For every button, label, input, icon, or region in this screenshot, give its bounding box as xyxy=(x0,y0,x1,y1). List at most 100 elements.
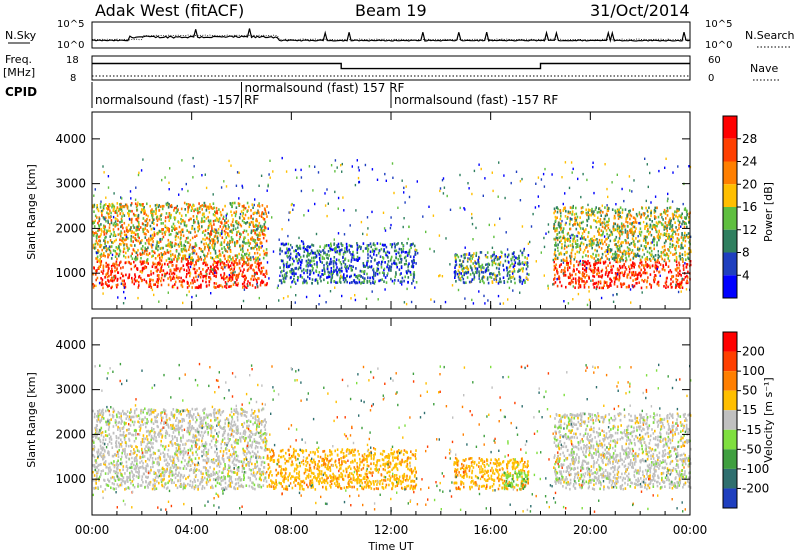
range-time-cell xyxy=(555,206,558,210)
range-time-cell xyxy=(385,179,387,182)
range-time-cell xyxy=(615,277,617,280)
range-time-cell xyxy=(628,267,631,271)
range-time-cell xyxy=(664,248,666,252)
range-time-cell xyxy=(383,227,386,230)
range-time-cell xyxy=(151,255,153,258)
range-time-cell xyxy=(590,269,593,273)
range-time-cell xyxy=(160,276,163,280)
range-time-cell xyxy=(385,253,387,257)
range-time-cell xyxy=(658,261,660,264)
range-time-cell xyxy=(645,241,647,244)
range-time-cell xyxy=(122,282,124,286)
range-time-cell xyxy=(287,255,289,259)
range-time-cell xyxy=(649,282,651,286)
range-time-cell xyxy=(180,260,183,263)
range-time-cell xyxy=(180,222,182,225)
range-time-cell xyxy=(207,215,209,219)
range-time-cell xyxy=(133,226,135,229)
range-time-cell xyxy=(239,244,241,248)
range-time-cell xyxy=(266,272,268,275)
range-time-cell xyxy=(196,207,199,210)
range-time-cell xyxy=(664,166,666,169)
range-time-cell xyxy=(378,249,381,252)
range-time-cell xyxy=(127,223,130,227)
range-time-cell xyxy=(675,260,678,263)
range-time-cell xyxy=(302,246,305,250)
range-time-cell xyxy=(116,277,119,281)
range-time-cell xyxy=(231,220,234,224)
range-time-cell xyxy=(98,217,101,221)
range-time-cell xyxy=(564,270,566,274)
range-time-cell xyxy=(344,250,347,254)
range-time-cell xyxy=(689,263,692,267)
range-time-cell xyxy=(200,273,203,276)
range-time-cell xyxy=(606,209,609,213)
range-time-cell xyxy=(670,270,673,274)
range-time-cell xyxy=(518,269,520,273)
range-time-cell xyxy=(417,252,419,255)
range-time-cell xyxy=(150,270,152,273)
range-time-cell xyxy=(677,165,679,168)
range-time-cell xyxy=(286,271,288,274)
range-time-cell xyxy=(344,277,347,280)
range-time-cell xyxy=(230,271,232,275)
range-time-cell xyxy=(235,233,238,237)
range-time-cell xyxy=(671,200,674,203)
range-time-cell xyxy=(177,254,180,258)
range-time-cell xyxy=(362,262,365,265)
range-time-cell xyxy=(243,288,246,291)
range-time-cell xyxy=(629,276,632,280)
range-time-cell xyxy=(613,258,616,261)
range-time-cell xyxy=(373,253,375,256)
range-time-cell xyxy=(341,162,343,166)
range-time-cell xyxy=(500,250,502,253)
range-time-cell xyxy=(675,274,678,277)
range-time-cell xyxy=(478,265,480,269)
range-time-cell xyxy=(136,225,139,229)
range-time-cell xyxy=(132,212,135,216)
range-time-cell xyxy=(244,213,247,217)
range-time-cell xyxy=(130,244,133,247)
range-time-cell xyxy=(683,278,685,281)
range-time-cell xyxy=(562,227,565,230)
range-time-cell xyxy=(101,209,103,213)
range-time-cell xyxy=(636,254,638,257)
range-time-cell xyxy=(411,243,413,246)
range-time-cell xyxy=(458,265,461,269)
range-time-cell xyxy=(153,283,155,286)
range-time-cell xyxy=(145,219,147,223)
range-time-cell xyxy=(672,244,675,247)
range-time-cell xyxy=(366,216,369,219)
range-time-cell xyxy=(656,241,658,244)
range-time-cell xyxy=(204,219,206,223)
range-time-cell xyxy=(272,170,274,173)
range-time-cell xyxy=(680,290,682,293)
range-time-cell xyxy=(584,238,587,241)
range-time-cell xyxy=(446,194,448,198)
range-time-cell xyxy=(260,229,263,233)
range-time-cell xyxy=(584,264,586,268)
range-time-cell xyxy=(616,293,618,296)
range-time-cell xyxy=(321,273,323,276)
range-time-cell xyxy=(116,252,118,256)
range-time-cell xyxy=(587,208,590,211)
range-time-cell xyxy=(580,277,582,280)
range-time-cell xyxy=(580,241,583,245)
range-time-cell xyxy=(556,210,559,214)
range-time-cell xyxy=(107,263,110,267)
range-time-cell xyxy=(585,211,588,215)
range-time-cell xyxy=(190,262,193,266)
range-time-cell xyxy=(193,165,195,168)
range-time-cell xyxy=(379,255,382,258)
range-time-cell xyxy=(205,242,207,245)
range-time-cell xyxy=(249,223,251,226)
range-time-cell xyxy=(213,285,215,289)
range-time-cell xyxy=(239,232,241,235)
range-time-cell xyxy=(497,263,499,266)
range-time-cell xyxy=(198,202,200,205)
colorbar-swatch xyxy=(723,252,737,276)
range-time-cell xyxy=(215,274,217,278)
range-time-cell xyxy=(214,210,216,213)
range-time-cell xyxy=(613,222,615,225)
range-time-cell xyxy=(663,245,666,248)
